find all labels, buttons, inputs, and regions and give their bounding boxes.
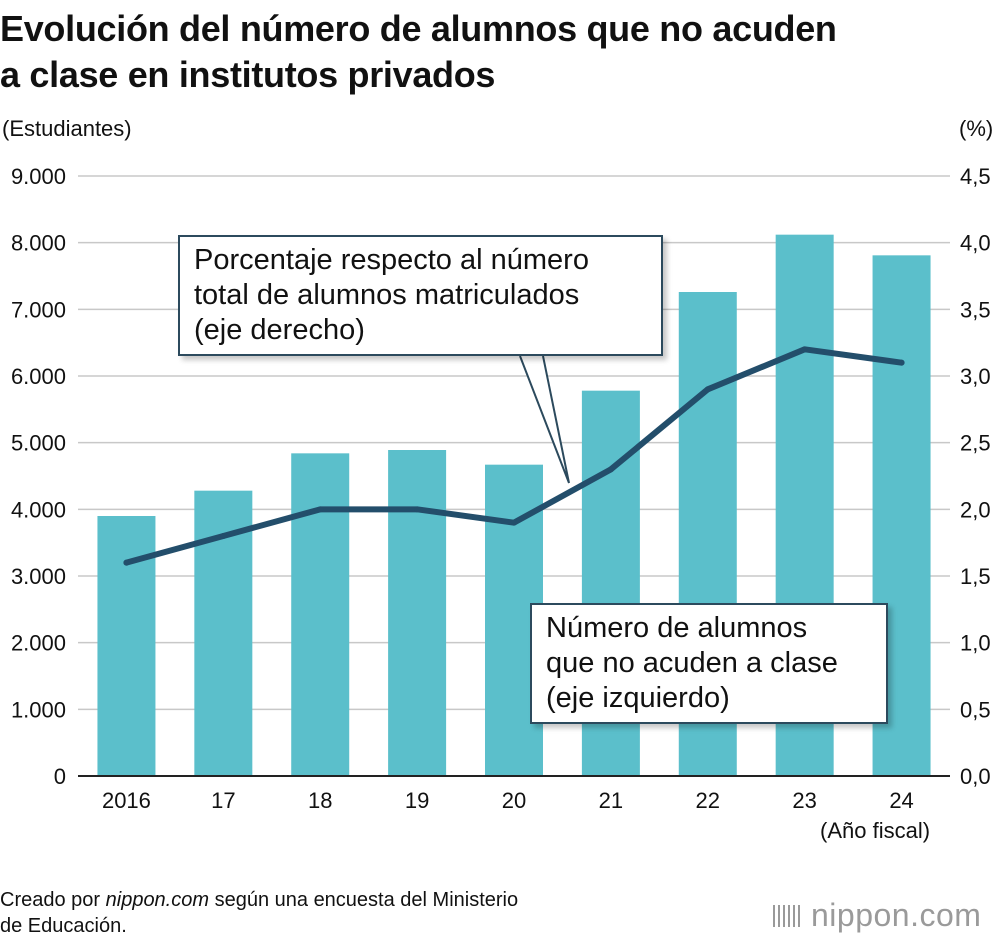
left-tick-label: 2.000	[11, 631, 66, 656]
bar-18	[291, 453, 350, 776]
right-tick-label: 4,5	[960, 164, 991, 189]
soundwave-icon	[773, 905, 803, 927]
callout-rate-line-2: total de alumnos matriculados	[194, 279, 580, 311]
right-tick-label: 4,0	[960, 231, 991, 256]
x-tick-label: 24	[889, 788, 913, 813]
bar-19	[388, 450, 447, 776]
left-tick-label: 8.000	[11, 231, 66, 256]
title-line-2: a clase en institutos privados	[0, 54, 496, 95]
x-tick-label: 18	[308, 788, 332, 813]
right-tick-label: 3,0	[960, 364, 991, 389]
source-line-2: de Educación.	[0, 915, 127, 937]
line-point-18	[317, 506, 324, 513]
logo-text: nippon.com	[811, 897, 982, 933]
source-prefix: Creado por	[0, 889, 106, 911]
line-point-24	[898, 359, 905, 366]
callout-count-line-1: Número de alumnos	[546, 612, 808, 644]
right-tick-label: 3,5	[960, 297, 991, 322]
line-point-21	[607, 466, 614, 473]
line-point-20	[511, 519, 517, 526]
left-tick-label: 7.000	[11, 297, 66, 322]
source-site: nippon.com	[105, 889, 210, 911]
x-tick-label: 23	[792, 788, 816, 813]
left-tick-label: 3.000	[11, 564, 66, 589]
right-tick-label: 0,0	[960, 764, 991, 789]
chart-title: Evolución del número de alumnos que no a…	[0, 6, 990, 98]
left-axis-unit: (Estudiantes)	[2, 116, 132, 141]
x-tick-label: 22	[696, 788, 720, 813]
callout-count-left-axis: Número de alumnos que no acuden a clase …	[530, 603, 888, 724]
x-axis-unit: (Año fiscal)	[820, 818, 931, 843]
x-tick-label: 17	[211, 788, 235, 813]
source-rest: según una encuesta del Ministerio	[209, 889, 519, 911]
right-tick-label: 1,5	[960, 564, 991, 589]
x-tick-label: 21	[599, 788, 623, 813]
source-note: Creado por nippon.com según una encuesta…	[0, 887, 518, 939]
callout-count-line-3: (eje izquierdo)	[546, 682, 730, 714]
right-axis-unit: (%)	[959, 116, 994, 141]
left-tick-label: 1.000	[11, 697, 66, 722]
right-tick-label: 2,5	[960, 431, 991, 456]
line-point-17	[220, 533, 227, 539]
left-tick-label: 0	[54, 764, 66, 789]
title-line-1: Evolución del número de alumnos que no a…	[0, 8, 837, 49]
left-tick-label: 4.000	[11, 497, 66, 522]
callout-rate-line-3: (eje derecho)	[194, 314, 365, 346]
right-tick-label: 2,0	[960, 497, 991, 522]
line-point-2016	[123, 559, 130, 566]
line-point-19	[414, 506, 421, 513]
nippon-logo: nippon.com	[773, 897, 981, 934]
line-point-23	[801, 346, 808, 353]
callout-rate-line-1: Porcentaje respecto al número	[194, 244, 589, 276]
line-point-22	[704, 386, 711, 393]
x-tick-label: 2016	[102, 788, 151, 813]
callout-count-line-2: que no acuden a clase	[546, 647, 838, 679]
right-tick-label: 1,0	[960, 631, 991, 656]
callout-rate-right-axis: Porcentaje respecto al número total de a…	[178, 235, 663, 356]
right-tick-label: 0,5	[960, 697, 991, 722]
callout-pointer	[519, 355, 570, 484]
left-tick-label: 9.000	[11, 164, 66, 189]
left-tick-label: 6.000	[11, 364, 66, 389]
x-tick-label: 19	[405, 788, 429, 813]
x-tick-label: 20	[502, 788, 526, 813]
left-tick-label: 5.000	[11, 431, 66, 456]
